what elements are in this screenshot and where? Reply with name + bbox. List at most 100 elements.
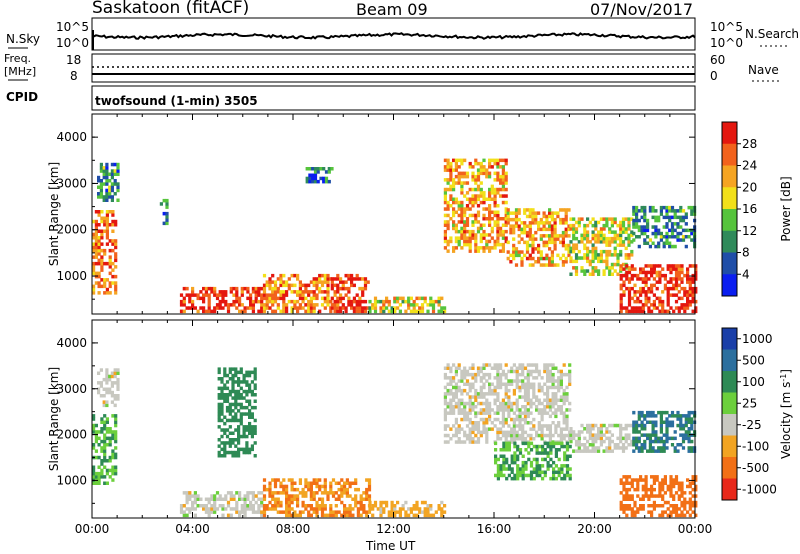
power-cell <box>114 265 118 269</box>
velocity-cell <box>248 402 252 407</box>
power-cell <box>474 158 478 163</box>
velocity-colorbar-swatch <box>722 392 737 415</box>
velocity-cell <box>559 411 563 415</box>
velocity-cell <box>97 455 101 460</box>
power-cell <box>471 204 475 208</box>
power-cell <box>476 210 481 214</box>
velocity-cell <box>111 471 115 476</box>
velocity-cell <box>253 418 257 423</box>
power-cell <box>583 236 587 241</box>
velocity-cell <box>630 484 634 489</box>
velocity-cell <box>113 371 117 375</box>
velocity-cell <box>221 504 225 508</box>
power-cell <box>559 221 563 225</box>
power-cell <box>537 224 541 228</box>
power-colorbar-tick-label: 24 <box>742 159 757 173</box>
power-cell <box>553 247 557 251</box>
power-cell <box>352 299 356 304</box>
power-cell <box>326 283 330 288</box>
velocity-cell <box>496 467 500 471</box>
power-cell <box>471 187 475 192</box>
velocity-cell <box>401 504 405 508</box>
power-cell <box>339 299 343 304</box>
power-cell <box>493 158 497 163</box>
velocity-cell <box>616 446 620 450</box>
velocity-cell <box>496 408 500 412</box>
velocity-cell <box>318 504 322 508</box>
velocity-cell <box>248 421 252 426</box>
power-cell <box>257 286 261 291</box>
power-cell <box>387 303 391 307</box>
velocity-cell <box>669 481 673 485</box>
velocity-cell <box>476 421 481 425</box>
velocity-cell <box>494 457 498 462</box>
power-cell <box>619 253 623 257</box>
velocity-cell <box>625 475 629 479</box>
power-cell <box>639 293 643 297</box>
velocity-cell <box>559 398 563 402</box>
power-cell <box>605 236 609 241</box>
power-cell <box>307 293 311 297</box>
velocity-cell <box>637 423 641 428</box>
velocity-cell <box>488 405 492 409</box>
power-cell <box>468 207 472 211</box>
velocity-cell <box>188 507 192 511</box>
velocity-cell <box>465 433 470 438</box>
power-cell <box>496 239 500 244</box>
power-cell <box>479 171 483 176</box>
power-cell <box>632 218 636 223</box>
power-cell <box>523 253 527 258</box>
velocity-cell <box>242 396 246 400</box>
power-cell <box>650 283 654 288</box>
velocity-cell <box>681 423 686 428</box>
velocity-cell <box>92 468 96 473</box>
power-cell <box>616 259 620 264</box>
velocity-cell <box>543 408 547 412</box>
power-cell <box>622 280 626 284</box>
velocity-cell <box>635 423 639 428</box>
power-cell <box>509 217 513 222</box>
power-cell <box>257 299 261 304</box>
power-cell <box>574 236 579 241</box>
velocity-cell <box>512 417 516 422</box>
power-cell <box>393 296 397 301</box>
power-cell <box>326 296 330 301</box>
power-cell <box>463 210 467 214</box>
power-cell <box>641 306 645 310</box>
velocity-cell <box>562 433 566 438</box>
velocity-cell <box>108 377 112 382</box>
power-cell <box>586 246 590 251</box>
velocity-cell <box>207 500 211 505</box>
power-cell <box>599 217 603 221</box>
velocity-cell <box>356 500 360 505</box>
velocity-cell <box>568 473 572 478</box>
velocity-cell <box>518 408 522 412</box>
power-cell <box>616 243 620 247</box>
power-cell <box>333 293 337 297</box>
power-cell <box>594 236 598 241</box>
power-cell <box>680 306 684 310</box>
velocity-cell <box>526 392 530 396</box>
power-cell <box>426 303 430 307</box>
velocity-cell <box>94 471 98 476</box>
power-cell <box>204 309 208 314</box>
power-cell <box>517 240 521 245</box>
power-cell <box>514 221 519 225</box>
power-cell <box>313 173 318 177</box>
power-cell <box>588 272 592 276</box>
power-cell <box>520 256 524 261</box>
velocity-cell <box>279 481 283 485</box>
velocity-cell <box>251 494 255 498</box>
power-cell <box>509 260 513 264</box>
velocity-cell <box>343 487 347 492</box>
power-cell <box>382 306 386 310</box>
power-cell <box>385 306 389 310</box>
velocity-cell <box>474 376 478 380</box>
velocity-cell <box>362 497 366 501</box>
power-cell <box>196 293 200 297</box>
velocity-cell <box>518 388 522 393</box>
velocity-cell <box>329 513 333 518</box>
power-cell <box>627 220 631 225</box>
power-cell <box>94 242 98 246</box>
power-cell <box>333 299 337 304</box>
